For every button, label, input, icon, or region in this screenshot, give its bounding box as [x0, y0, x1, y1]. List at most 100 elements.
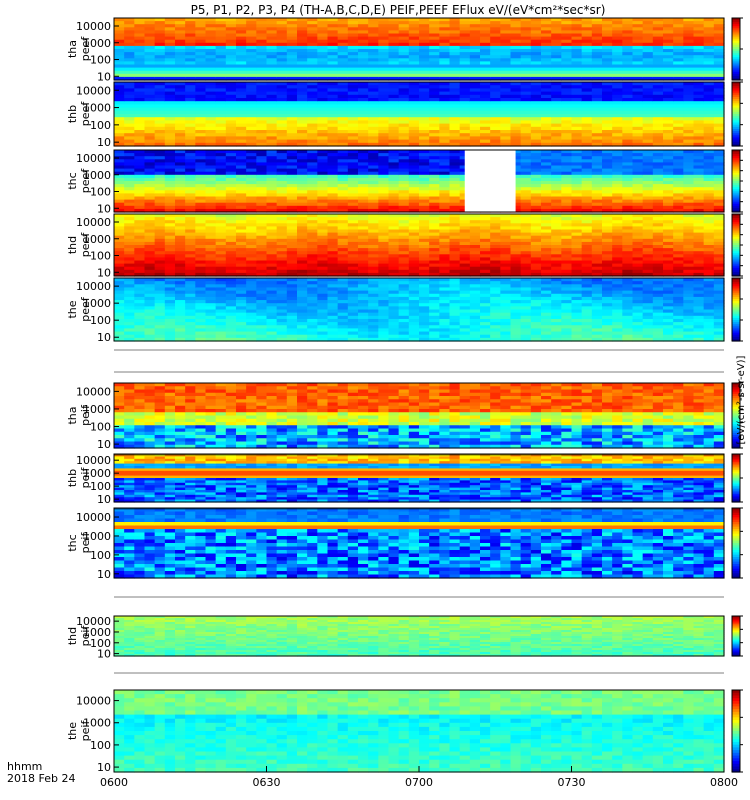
colorbar-segment: [732, 126, 740, 130]
heatmap-cell: [459, 220, 471, 224]
heatmap-cell: [500, 42, 512, 47]
heatmap-cell: [419, 196, 430, 201]
heatmap-cell: [205, 52, 217, 56]
heatmap-cell: [622, 238, 634, 243]
heatmap-cell: [551, 217, 562, 221]
heatmap-cell: [663, 251, 674, 255]
heatmap-cell: [307, 223, 318, 227]
heatmap-cell: [602, 171, 613, 176]
heatmap-cell: [449, 30, 461, 35]
heatmap-cell: [510, 217, 522, 221]
heatmap-cell: [256, 272, 268, 277]
colorbar-segment: [732, 90, 740, 94]
heatmap-cell: [368, 229, 379, 234]
heatmap-cell: [256, 220, 268, 224]
heatmap-cell: [439, 88, 451, 93]
heatmap-cell: [236, 208, 247, 213]
heatmap-cell: [195, 98, 207, 102]
heatmap-cell: [124, 208, 135, 213]
heatmap-cell: [154, 205, 166, 210]
heatmap-cell: [246, 142, 257, 147]
heatmap-cell: [307, 136, 318, 141]
heatmap-cell: [134, 70, 146, 75]
heatmap-cell: [652, 162, 664, 167]
heatmap-cell: [134, 27, 146, 31]
heatmap-cell: [154, 165, 166, 170]
heatmap-cell: [439, 110, 451, 115]
heatmap-cell: [571, 24, 583, 28]
heatmap-cell: [703, 153, 715, 157]
heatmap-cell: [327, 67, 339, 72]
heatmap-cell: [693, 36, 705, 41]
heatmap-cell: [236, 67, 247, 72]
heatmap-cell: [439, 202, 451, 207]
heatmap-cell: [703, 142, 715, 147]
heatmap-cell: [175, 184, 186, 188]
heatmap-cell: [215, 257, 227, 262]
heatmap-cell: [368, 45, 379, 50]
heatmap-cell: [134, 202, 146, 207]
heatmap-cell: [683, 269, 695, 274]
heatmap-cell: [195, 139, 207, 144]
heatmap-cell: [134, 36, 146, 41]
heatmap-cell: [632, 133, 644, 137]
heatmap-cell: [327, 73, 339, 78]
heatmap-cell: [541, 150, 552, 154]
heatmap-cell: [347, 193, 359, 198]
heatmap-cell: [134, 153, 146, 157]
colorbar-segment: [732, 214, 740, 217]
heatmap-cell: [124, 235, 135, 240]
heatmap-cell: [541, 139, 552, 144]
heatmap-cell: [551, 184, 562, 188]
heatmap-cell: [164, 181, 176, 185]
heatmap-cell: [612, 181, 623, 185]
heatmap-cell: [449, 193, 461, 198]
heatmap-cell: [337, 193, 349, 198]
heatmap-cell: [276, 88, 288, 93]
heatmap-cell: [663, 208, 674, 213]
heatmap-cell: [317, 238, 329, 243]
heatmap-cell: [134, 150, 146, 154]
heatmap-cell: [591, 110, 603, 115]
heatmap-cell: [642, 153, 654, 157]
heatmap-cell: [581, 21, 593, 25]
heatmap-cell: [673, 94, 684, 99]
heatmap-cell: [358, 104, 369, 109]
heatmap-cell: [622, 266, 634, 271]
heatmap-cell: [652, 21, 664, 25]
heatmap-cell: [703, 61, 715, 66]
heatmap-cell: [408, 190, 420, 194]
heatmap-cell: [297, 98, 308, 102]
heatmap-cell: [480, 21, 491, 25]
heatmap-cell: [459, 101, 471, 105]
heatmap-cell: [622, 181, 634, 185]
heatmap-cell: [337, 190, 349, 194]
heatmap-cell: [114, 30, 125, 35]
heatmap-cell: [327, 220, 339, 224]
heatmap-cell: [622, 94, 634, 99]
heatmap-cell: [398, 168, 410, 173]
heatmap-cell: [439, 30, 451, 35]
heatmap-cell: [266, 139, 278, 144]
heatmap-cell: [205, 18, 217, 22]
heatmap-cell: [246, 139, 257, 144]
heatmap-cell: [256, 235, 268, 240]
heatmap-cell: [429, 257, 440, 262]
heatmap-cell: [195, 24, 207, 28]
heatmap-cell: [266, 248, 278, 252]
heatmap-cell: [205, 55, 217, 59]
heatmap-cell: [236, 123, 247, 128]
heatmap-cell: [358, 42, 369, 47]
heatmap-cell: [612, 245, 623, 249]
heatmap-cell: [703, 110, 715, 115]
heatmap-cell: [185, 248, 196, 252]
heatmap-cell: [622, 64, 634, 69]
heatmap-cell: [175, 117, 186, 121]
heatmap-cell: [164, 263, 176, 268]
heatmap-cell: [530, 162, 542, 167]
colorbar-frame: [731, 81, 741, 147]
heatmap-cell: [663, 67, 674, 72]
heatmap-cell: [347, 76, 359, 81]
heatmap-cell: [591, 64, 603, 69]
heatmap-cell: [276, 223, 288, 227]
